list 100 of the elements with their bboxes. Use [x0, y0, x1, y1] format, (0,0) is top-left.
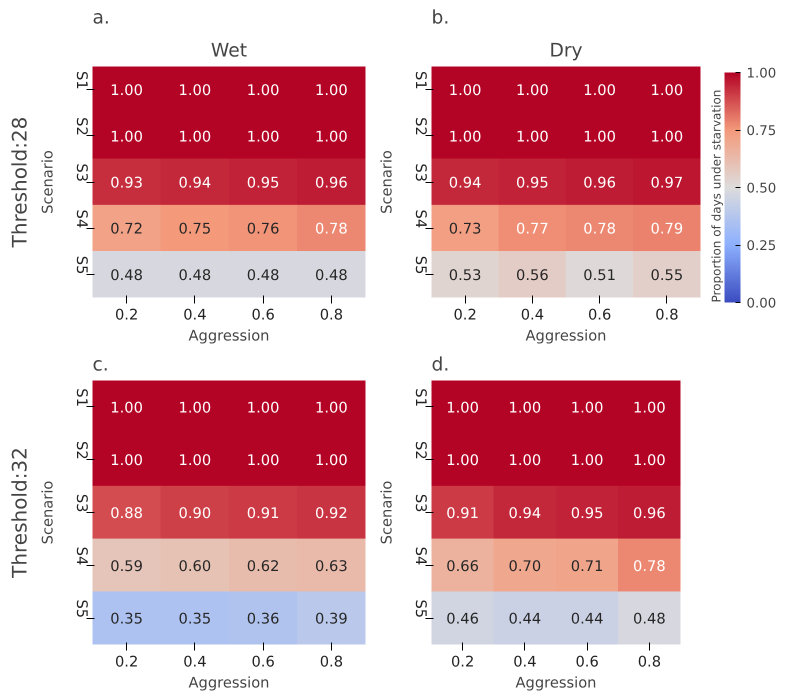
data-label: 1.00	[633, 399, 666, 416]
data-label: 1.00	[570, 452, 604, 470]
x-tick-label: 0.6	[251, 654, 275, 670]
y-axis-title: Scenario	[378, 150, 396, 214]
data-label: 0.78	[315, 220, 348, 238]
data-label: 0.90	[178, 505, 212, 522]
y-tick-label: S5	[412, 256, 429, 274]
data-label: 0.78	[583, 220, 616, 238]
y-tick-label: S4	[73, 546, 90, 566]
data-label: 0.53	[448, 266, 482, 284]
data-label: 1.00	[516, 82, 549, 100]
text: a.	[92, 8, 110, 28]
data-label: 1.00	[315, 82, 348, 100]
data-label: 0.94	[448, 174, 482, 192]
x-tick-label: 0.6	[575, 654, 599, 670]
x-tick-label: 0.6	[588, 306, 612, 324]
data-label: 0.60	[178, 558, 212, 575]
data-label: 1.00	[246, 82, 280, 100]
data-label: 0.48	[633, 610, 666, 628]
data-label: 0.96	[633, 505, 666, 522]
data-label: 0.63	[315, 558, 348, 575]
data-label: 1.00	[315, 452, 348, 470]
data-label: 0.78	[633, 558, 666, 575]
data-label: 1.00	[650, 128, 684, 146]
y-tick-label: S3	[73, 163, 90, 182]
data-label: 0.73	[448, 220, 482, 238]
x-tick-label: 0.2	[450, 654, 474, 670]
x-tick-label: 0.4	[183, 306, 207, 324]
data-label: 0.95	[570, 505, 604, 522]
y-tick-label: S3	[73, 494, 90, 513]
x-tick-label: 0.4	[183, 654, 207, 670]
data-label: 0.91	[246, 505, 280, 522]
data-label: 1.00	[110, 452, 143, 470]
data-label: 1.00	[315, 399, 348, 416]
data-label: 0.92	[315, 505, 348, 522]
data-label: 0.39	[315, 610, 348, 628]
x-tick-label: 0.2	[453, 306, 477, 324]
data-label: 0.75	[178, 220, 212, 238]
data-label: 0.62	[246, 558, 280, 575]
x-tick-label: 0.8	[638, 654, 662, 670]
data-label: 1.00	[583, 128, 616, 146]
data-label: 1.00	[446, 399, 479, 416]
color-bar-label: 0.25	[746, 239, 776, 254]
data-label: 1.00	[508, 399, 542, 416]
x-tick-label: 0.2	[114, 654, 138, 670]
y-tick-label: S1	[412, 388, 429, 407]
color-bar-label: 0.00	[746, 296, 776, 312]
y-axis-title: Scenario	[40, 150, 56, 214]
data-label: 1.00	[570, 399, 604, 416]
x-tick-label: 0.2	[114, 306, 138, 324]
x-tick-label: 0.8	[320, 654, 344, 670]
y-tick-label: S1	[412, 70, 429, 90]
data-label: 0.96	[315, 174, 348, 192]
x-tick-label: 0.4	[513, 654, 537, 670]
data-label: 0.95	[246, 174, 280, 192]
data-label: 0.51	[583, 266, 616, 284]
data-label: 0.88	[110, 505, 143, 522]
data-label: 0.48	[110, 266, 143, 284]
data-label: 0.36	[246, 610, 280, 628]
data-label: 0.72	[110, 220, 143, 238]
chart-title: Wet	[210, 40, 248, 62]
data-label: 0.71	[570, 558, 604, 575]
y-tick-label: S2	[412, 441, 429, 460]
y-axis-title: Scenario	[40, 480, 56, 544]
data-label: 1.00	[110, 399, 143, 416]
data-label: 1.00	[650, 82, 684, 100]
data-label: 1.00	[508, 452, 542, 470]
text: Threshold:28	[8, 116, 32, 248]
y-axis-title: Scenario	[378, 480, 396, 544]
data-label: 0.66	[446, 558, 479, 575]
data-label: 0.70	[508, 558, 542, 575]
color-bar-label: 0.75	[746, 124, 776, 139]
data-label: 0.79	[650, 220, 684, 238]
x-tick-label: 0.8	[655, 306, 679, 324]
data-label: 0.91	[446, 505, 479, 522]
data-label: 1.00	[178, 82, 212, 100]
y-tick-label: S4	[73, 210, 90, 228]
data-label: 1.00	[315, 128, 348, 146]
data-label: 0.48	[246, 266, 280, 284]
y-tick-label: S4	[412, 210, 429, 228]
data-label: 1.00	[446, 452, 479, 470]
x-axis-title: Aggression	[526, 328, 606, 344]
x-tick-label: 0.8	[320, 306, 344, 324]
annotation: c.	[92, 354, 109, 376]
text: Threshold:32	[8, 447, 32, 579]
color-bar-label: 1.00	[746, 66, 776, 82]
y-tick-label: S4	[412, 546, 429, 566]
data-label: 1.00	[246, 399, 280, 416]
x-axis-title: Aggression	[188, 328, 270, 344]
data-label: 1.00	[110, 128, 143, 146]
data-label: 1.00	[583, 82, 616, 100]
y-tick-label: S3	[412, 494, 429, 513]
data-label: 1.00	[178, 128, 212, 146]
y-tick-label: S5	[73, 256, 90, 274]
data-label: 1.00	[178, 399, 212, 416]
data-label: 0.46	[446, 610, 479, 628]
color-bar-label: 0.50	[746, 182, 776, 196]
data-label: 0.35	[110, 610, 143, 628]
data-label: 1.00	[448, 82, 482, 100]
x-axis-title: Aggression	[516, 674, 596, 692]
